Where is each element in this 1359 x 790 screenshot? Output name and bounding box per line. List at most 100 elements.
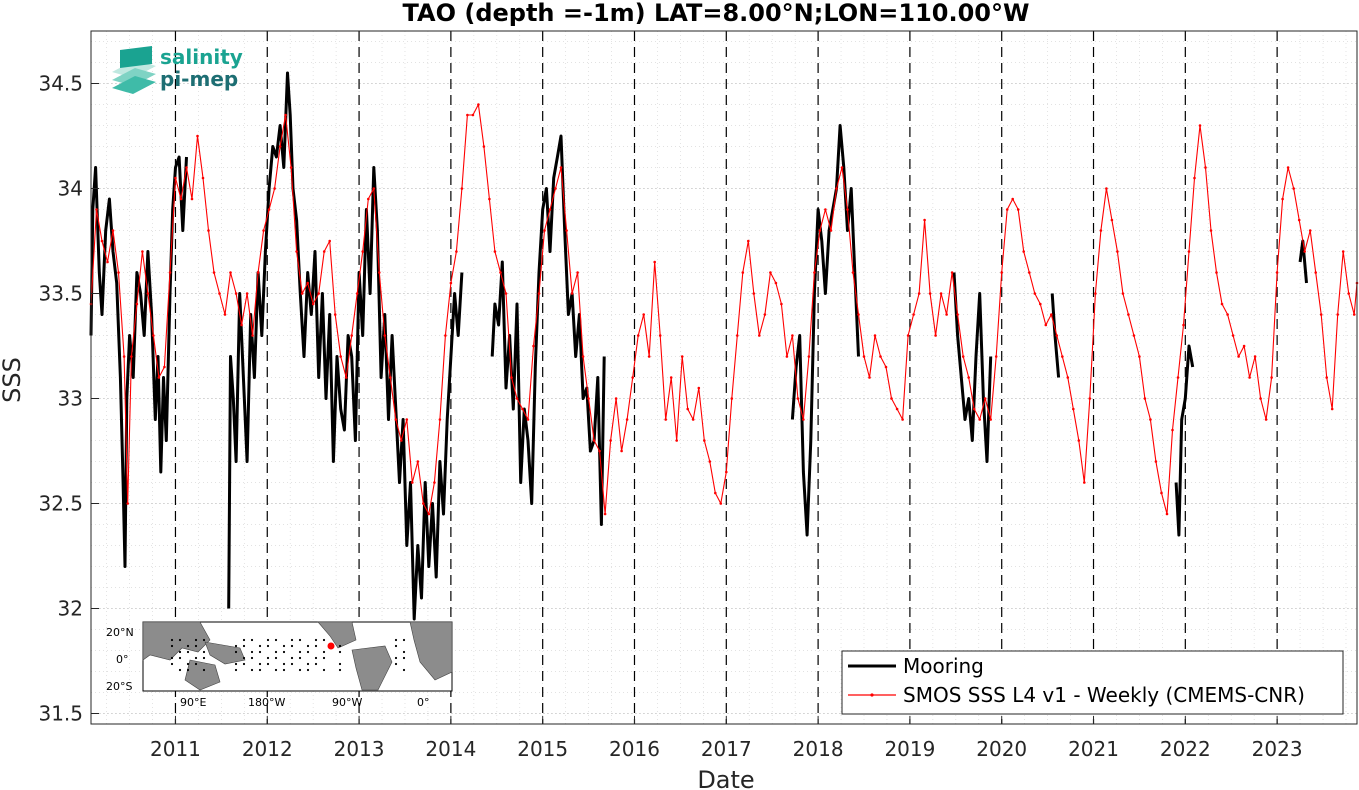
smos-data-point bbox=[122, 355, 126, 358]
smos-data-point bbox=[1083, 481, 1086, 484]
plot-area bbox=[89, 30, 1359, 725]
smos-data-point bbox=[106, 260, 109, 264]
smos-data-point bbox=[196, 134, 199, 138]
smos-data-point bbox=[1237, 355, 1240, 358]
x-tick-label: 2011 bbox=[150, 737, 201, 761]
smos-data-point bbox=[917, 292, 921, 295]
smos-data-point bbox=[989, 418, 992, 421]
mooring-location-marker bbox=[327, 642, 335, 650]
smos-data-point bbox=[532, 344, 535, 348]
mooring-series-line bbox=[952, 272, 993, 463]
smos-data-point bbox=[708, 460, 712, 463]
smos-data-point bbox=[262, 229, 265, 232]
smos-data-point bbox=[813, 271, 816, 274]
buoy-marker bbox=[298, 656, 302, 660]
smos-data-point bbox=[1220, 302, 1224, 306]
smos-data-point bbox=[515, 397, 519, 400]
logo-mark bbox=[112, 46, 156, 94]
smos-data-point bbox=[576, 271, 579, 274]
inset-map-buoys bbox=[170, 638, 406, 672]
smos-data-point bbox=[1066, 376, 1070, 379]
smos-data-point bbox=[1231, 334, 1235, 337]
smos-data-point bbox=[1033, 292, 1037, 295]
smos-data-point bbox=[862, 355, 866, 358]
smos-data-point bbox=[488, 197, 491, 201]
buoy-marker bbox=[314, 638, 318, 642]
smos-data-point bbox=[868, 376, 871, 379]
smos-data-point bbox=[499, 271, 502, 274]
smos-data-point bbox=[758, 334, 761, 337]
smos-data-point bbox=[669, 376, 673, 379]
smos-data-point bbox=[636, 334, 640, 337]
smos-data-point bbox=[780, 302, 783, 306]
smos-data-point bbox=[664, 418, 667, 421]
smos-data-point bbox=[1209, 229, 1213, 232]
smos-data-point bbox=[355, 292, 359, 295]
buoy-marker bbox=[250, 656, 254, 660]
buoy-marker bbox=[394, 638, 398, 642]
smos-data-point bbox=[719, 502, 723, 505]
smos-data-point bbox=[185, 166, 188, 169]
smos-data-point bbox=[791, 334, 794, 337]
smos-series-line bbox=[90, 103, 1358, 515]
series-layer bbox=[89, 71, 1359, 621]
smos-data-point bbox=[763, 313, 767, 316]
mooring-series-line bbox=[227, 71, 464, 621]
smos-data-point bbox=[1198, 124, 1202, 127]
smos-data-point bbox=[642, 313, 645, 316]
smos-data-point bbox=[769, 271, 772, 274]
smos-data-point bbox=[229, 271, 232, 274]
x-tick-label: 2019 bbox=[884, 737, 935, 761]
smos-data-point bbox=[1132, 334, 1136, 337]
smos-data-point bbox=[1110, 218, 1114, 222]
buoy-marker bbox=[186, 650, 190, 654]
smos-data-point bbox=[240, 323, 243, 327]
legend: Mooring SMOS SSS L4 v1 - Weekly (CMEMS-C… bbox=[841, 650, 1344, 715]
smos-data-point bbox=[653, 260, 656, 264]
smos-data-point bbox=[950, 271, 954, 274]
smos-data-point bbox=[620, 449, 623, 453]
smos-data-point bbox=[879, 355, 882, 358]
x-tick-label: 2022 bbox=[1160, 737, 1211, 761]
buoy-marker bbox=[186, 668, 190, 672]
smos-data-point bbox=[1259, 397, 1262, 400]
smos-data-point bbox=[548, 208, 552, 211]
smos-data-point bbox=[774, 281, 778, 285]
smos-data-point bbox=[471, 113, 475, 117]
legend-marker-smos bbox=[870, 693, 874, 697]
y-tick-label: 33.5 bbox=[38, 282, 83, 306]
chart-title: TAO (depth =-1m) LAT=8.00°N;LON=110.00°W bbox=[403, 0, 1030, 27]
smos-data-point bbox=[835, 187, 838, 190]
smos-data-point bbox=[1264, 418, 1268, 421]
smos-data-point bbox=[1325, 376, 1328, 379]
buoy-marker bbox=[178, 638, 182, 642]
buoy-marker bbox=[314, 644, 318, 648]
smos-data-point bbox=[736, 334, 739, 337]
inset-map-landmasses bbox=[142, 621, 453, 691]
smos-data-point bbox=[559, 166, 563, 169]
smos-data-point bbox=[146, 292, 150, 295]
smos-data-point bbox=[802, 418, 805, 421]
smos-data-point bbox=[1044, 323, 1048, 327]
smos-data-point bbox=[411, 481, 414, 484]
plot-frame bbox=[90, 30, 1358, 725]
x-tick-label: 2018 bbox=[793, 737, 844, 761]
smos-data-point bbox=[1330, 407, 1334, 411]
buoy-marker bbox=[338, 662, 342, 666]
buoy-marker bbox=[250, 638, 254, 642]
smos-data-point bbox=[818, 229, 822, 232]
buoy-marker bbox=[306, 662, 310, 666]
smos-data-point bbox=[289, 166, 293, 169]
smos-data-point bbox=[972, 407, 976, 411]
smos-data-point bbox=[928, 292, 932, 295]
smos-data-point bbox=[126, 502, 129, 505]
smos-data-point bbox=[339, 355, 343, 358]
mooring-series-line bbox=[490, 134, 606, 526]
buoy-marker bbox=[170, 656, 174, 660]
smos-data-point bbox=[961, 355, 965, 358]
smos-data-point bbox=[207, 229, 210, 232]
smos-data-point bbox=[592, 439, 596, 442]
map-lon-label-90e: 90°E bbox=[180, 696, 206, 709]
smos-data-point bbox=[383, 334, 387, 337]
smos-data-point bbox=[1336, 313, 1339, 316]
